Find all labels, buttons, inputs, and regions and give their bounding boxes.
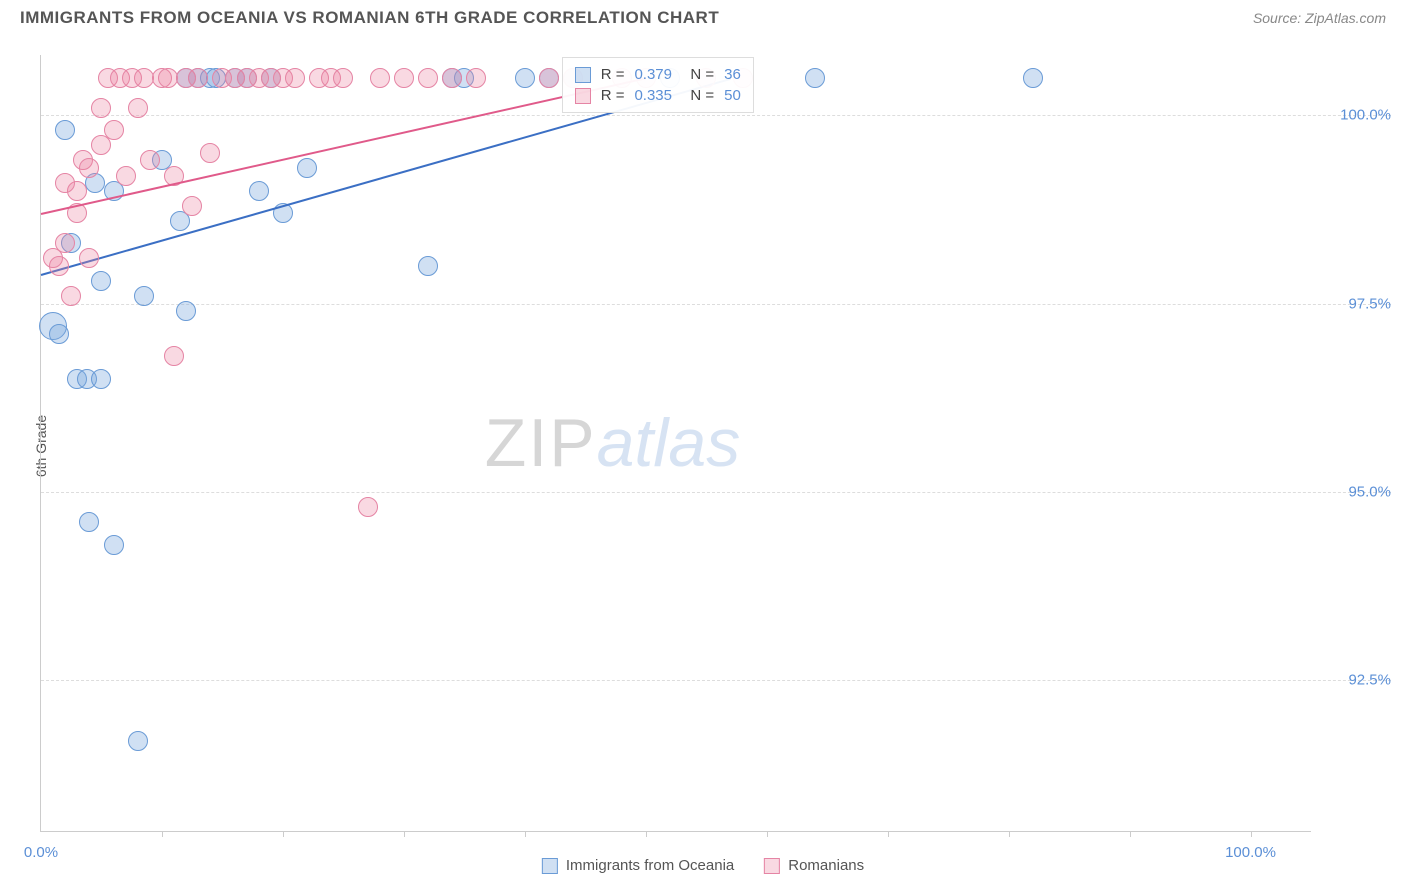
scatter-point — [297, 158, 317, 178]
scatter-point — [79, 248, 99, 268]
xtick-label: 100.0% — [1225, 844, 1276, 861]
ytick-label: 92.5% — [1348, 672, 1391, 689]
scatter-point — [466, 68, 486, 88]
legend-swatch — [542, 858, 558, 874]
scatter-point — [539, 68, 559, 88]
chart-container: ZIPatlas 92.5%95.0%97.5%100.0%0.0%100.0%… — [40, 55, 1311, 832]
legend-label: Immigrants from Oceania — [566, 857, 734, 874]
stats-box: R = 0.379 N = 36R = 0.335 N = 50 — [562, 57, 754, 113]
scatter-point — [200, 143, 220, 163]
gridline — [41, 680, 1391, 681]
stat-r-value: 0.379 — [634, 66, 672, 83]
scatter-point — [418, 256, 438, 276]
scatter-point — [55, 173, 75, 193]
scatter-point — [55, 120, 75, 140]
scatter-point — [1023, 68, 1043, 88]
scatter-point — [805, 68, 825, 88]
scatter-point — [418, 68, 438, 88]
xtick — [1251, 831, 1252, 837]
scatter-point — [128, 731, 148, 751]
chart-source: Source: ZipAtlas.com — [1253, 10, 1386, 26]
scatter-point — [442, 68, 462, 88]
legend-item: Immigrants from Oceania — [542, 857, 734, 874]
scatter-point — [91, 369, 111, 389]
xtick — [525, 831, 526, 837]
xtick — [283, 831, 284, 837]
legend-bottom: Immigrants from Oceania Romanians — [542, 857, 864, 874]
ytick-label: 100.0% — [1340, 107, 1391, 124]
watermark-zip: ZIP — [485, 405, 597, 481]
scatter-point — [104, 120, 124, 140]
scatter-point — [394, 68, 414, 88]
scatter-point — [249, 181, 269, 201]
xtick — [1130, 831, 1131, 837]
legend-label: Romanians — [788, 857, 864, 874]
ytick-label: 95.0% — [1348, 483, 1391, 500]
stat-r-value: 0.335 — [634, 87, 672, 104]
scatter-point — [333, 68, 353, 88]
scatter-point — [176, 301, 196, 321]
xtick — [646, 831, 647, 837]
scatter-point — [182, 196, 202, 216]
legend-swatch — [764, 858, 780, 874]
plot-area: ZIPatlas 92.5%95.0%97.5%100.0%0.0%100.0%… — [40, 55, 1311, 832]
scatter-point — [370, 68, 390, 88]
stats-row: R = 0.335 N = 50 — [575, 85, 741, 106]
stat-n-label: N = — [682, 87, 714, 104]
legend-swatch — [575, 88, 591, 104]
scatter-point — [55, 233, 75, 253]
scatter-point — [134, 286, 154, 306]
scatter-point — [285, 68, 305, 88]
scatter-point — [128, 98, 148, 118]
scatter-point — [134, 68, 154, 88]
xtick-label: 0.0% — [24, 844, 58, 861]
scatter-point — [49, 256, 69, 276]
scatter-point — [61, 286, 81, 306]
xtick — [767, 831, 768, 837]
xtick — [404, 831, 405, 837]
scatter-point — [116, 166, 136, 186]
scatter-point — [188, 68, 208, 88]
xtick — [162, 831, 163, 837]
scatter-point — [91, 271, 111, 291]
scatter-point — [91, 98, 111, 118]
stats-row: R = 0.379 N = 36 — [575, 64, 741, 85]
watermark-atlas: atlas — [597, 405, 741, 481]
scatter-point — [158, 68, 178, 88]
gridline — [41, 304, 1391, 305]
stat-n-label: N = — [682, 66, 714, 83]
stat-n-value: 50 — [724, 87, 741, 104]
stat-r-label: R = — [601, 87, 625, 104]
gridline — [41, 115, 1391, 116]
scatter-point — [104, 535, 124, 555]
gridline — [41, 492, 1391, 493]
chart-title: IMMIGRANTS FROM OCEANIA VS ROMANIAN 6TH … — [20, 8, 719, 28]
stat-n-value: 36 — [724, 66, 741, 83]
stat-r-label: R = — [601, 66, 625, 83]
legend-item: Romanians — [764, 857, 864, 874]
scatter-point — [358, 497, 378, 517]
xtick — [888, 831, 889, 837]
xtick — [1009, 831, 1010, 837]
scatter-point — [79, 512, 99, 532]
scatter-point — [79, 158, 99, 178]
legend-swatch — [575, 67, 591, 83]
scatter-point — [515, 68, 535, 88]
scatter-point — [140, 150, 160, 170]
watermark: ZIPatlas — [485, 404, 740, 482]
scatter-point — [49, 324, 69, 344]
scatter-point — [164, 346, 184, 366]
ytick-label: 97.5% — [1348, 295, 1391, 312]
